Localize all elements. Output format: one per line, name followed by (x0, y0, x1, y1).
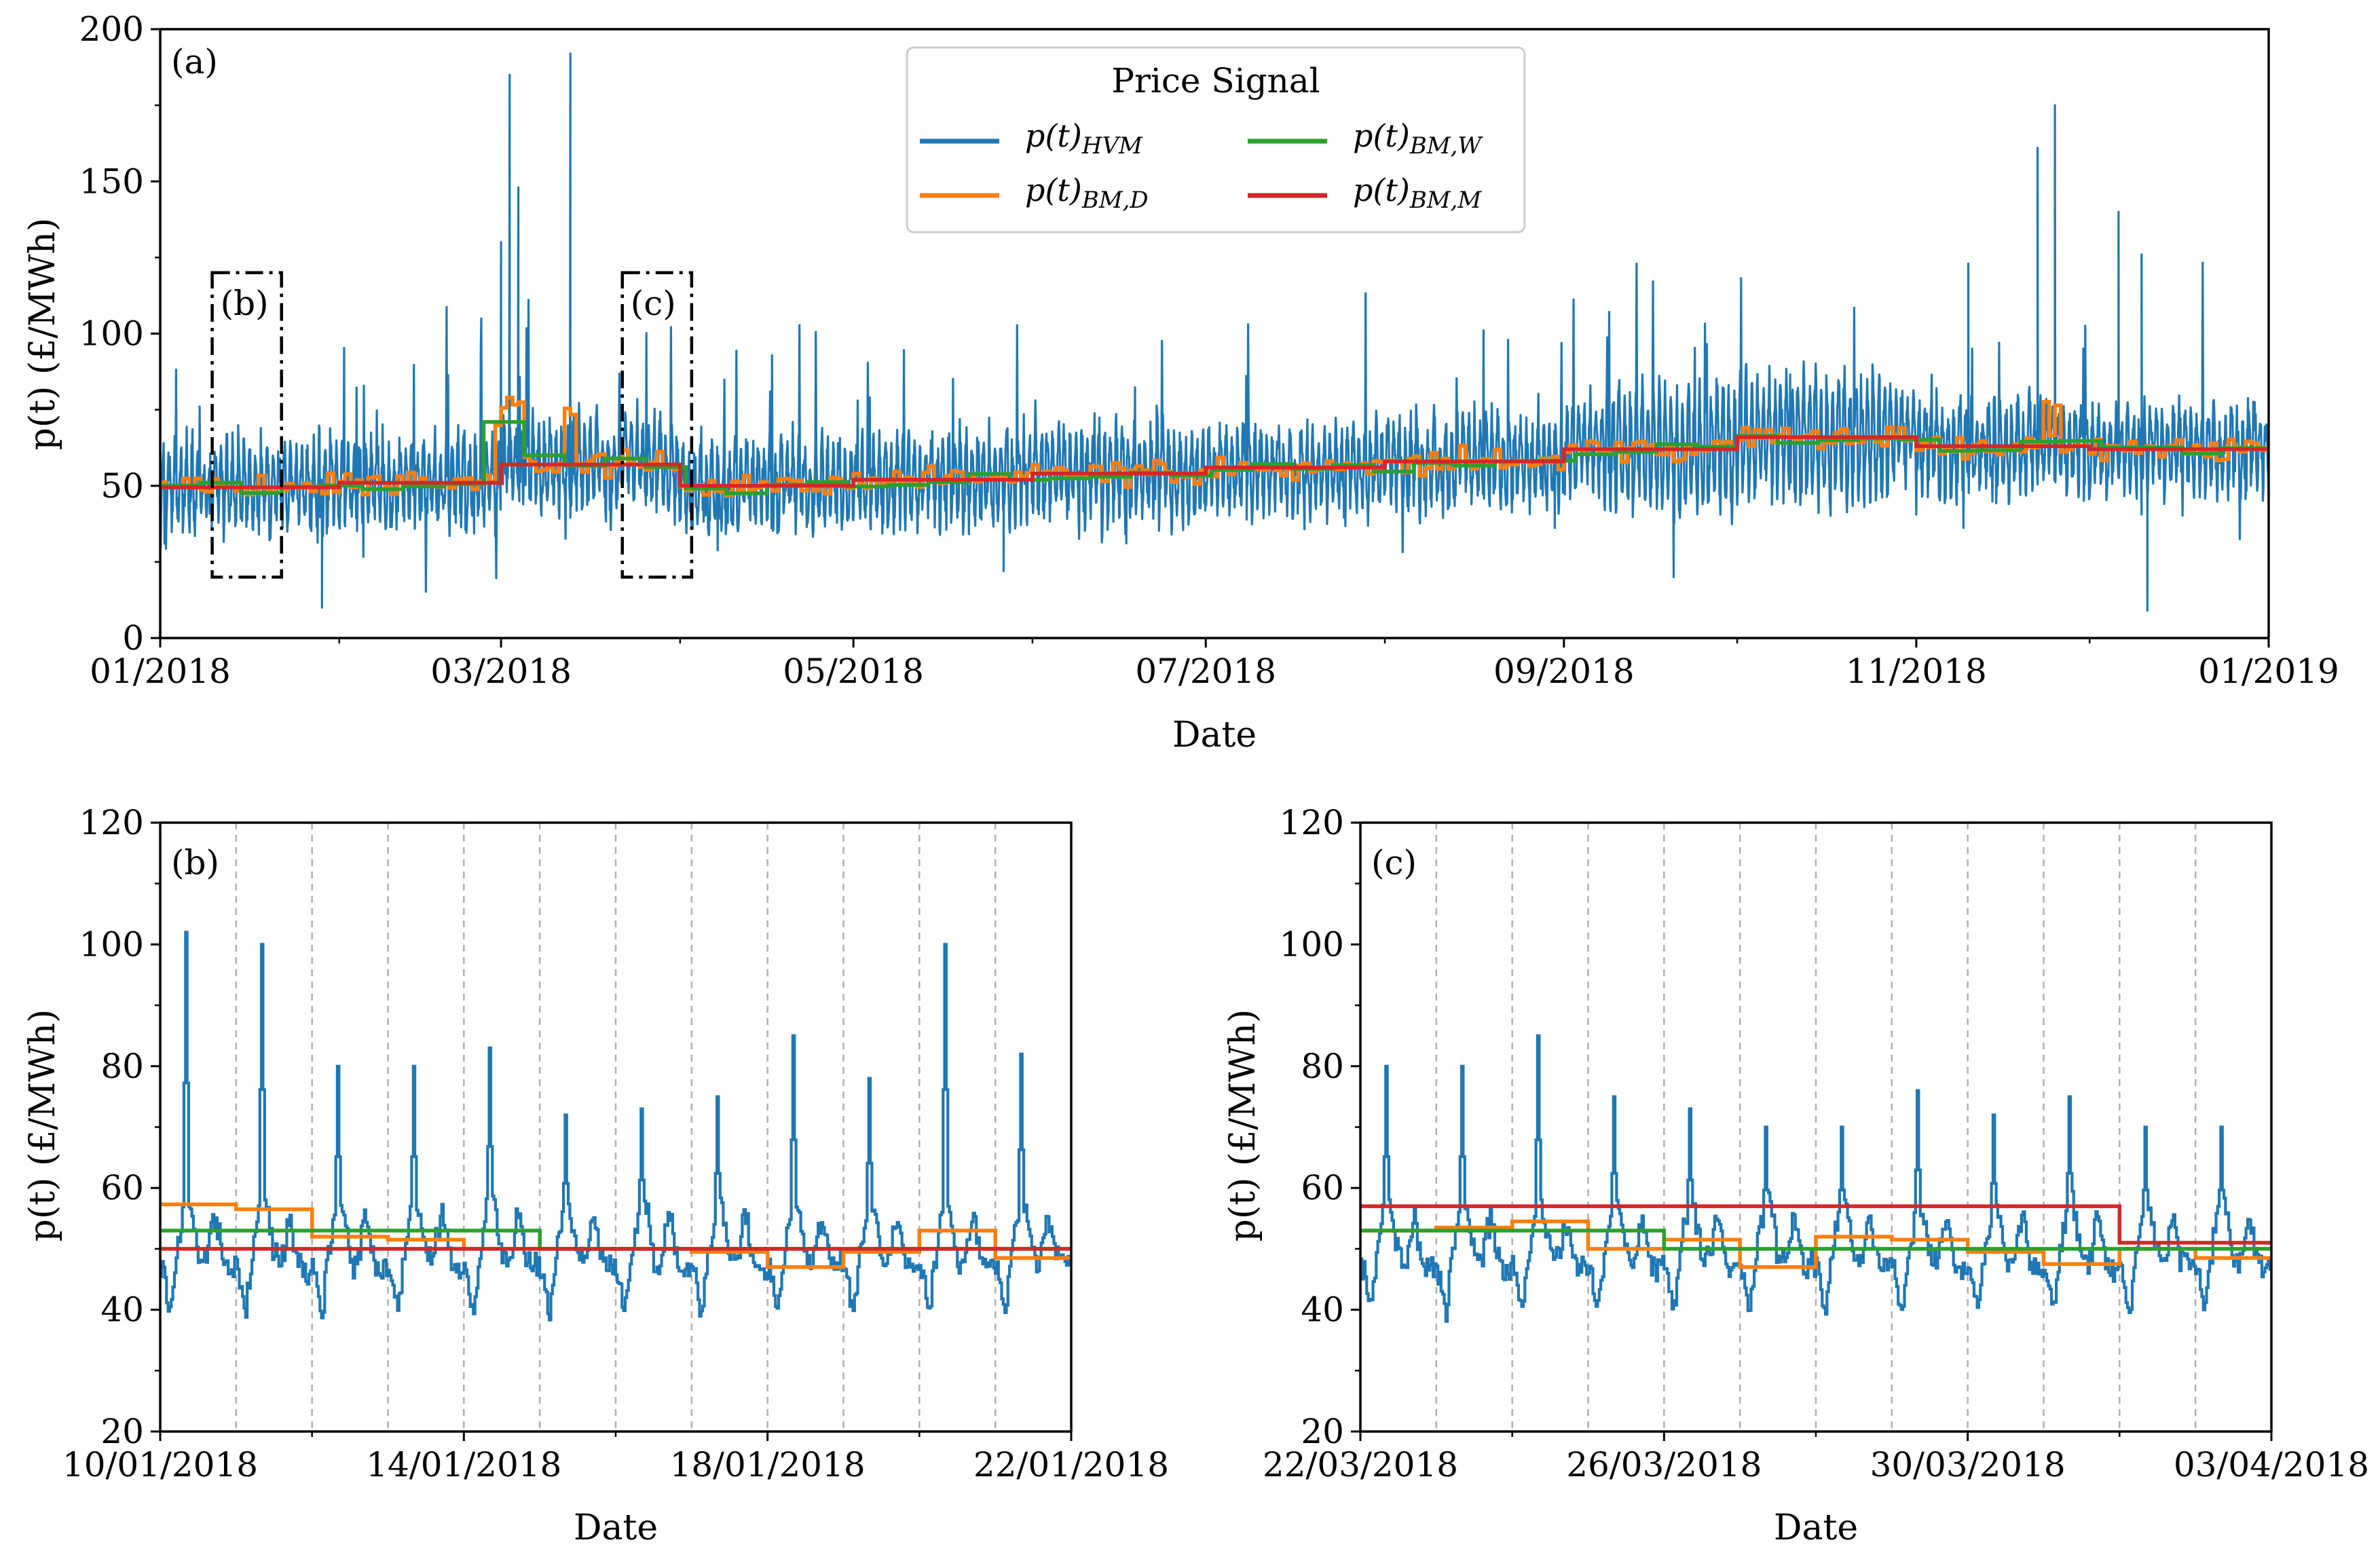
panel-c-xtick-label: 03/04/2018 (2174, 1445, 2369, 1484)
panel-a-xtick-label: 01/2019 (2198, 652, 2339, 691)
legend-label-bmd: p(t)BM,D (1025, 172, 1149, 214)
panel-a-ytick-label: 100 (79, 314, 144, 354)
panel-a-xtick-label: 07/2018 (1135, 652, 1276, 691)
panel-c-tag: (c) (1371, 843, 1417, 882)
panel-a-ytick-label: 50 (100, 466, 144, 506)
legend: Price Signal p(t)HVM p(t)BM,W p(t)BM,D p… (906, 46, 1526, 233)
panel-b-ylabel: p(t) (£/MWh) (22, 1009, 63, 1242)
legend-label-hvm: p(t)HVM (1025, 117, 1143, 160)
panel-c-ylabel: p(t) (£/MWh) (1223, 1009, 1263, 1242)
panel-b-xtick-label: 14/01/2018 (366, 1445, 561, 1484)
legend-item-bmm: p(t)BM,M (1248, 172, 1482, 214)
panel-c-ytick-label: 100 (1280, 924, 1344, 964)
panel-b-xlabel: Date (574, 1508, 658, 1548)
panel-a-xtick-label: 05/2018 (783, 652, 924, 691)
panel-c-ytick-label: 80 (1301, 1047, 1344, 1086)
panel-a-xtick-label: 09/2018 (1493, 652, 1635, 691)
panel-c: 20 40 60 80 100 120 22/03/2018 26/03/2018 30/03/… (1223, 803, 2369, 1548)
panel-c-ytick-label: 120 (1280, 803, 1344, 842)
panel-a-ytick-label: 200 (79, 10, 144, 49)
series-line-bmw (1360, 1229, 2271, 1251)
panel-a-xtick-label: 01/2018 (90, 652, 231, 691)
panel-a-ylabel: p(t) (£/MWh) (22, 218, 63, 451)
legend-item-hvm: p(t)HVM (920, 117, 1143, 160)
series-line-hvm (160, 931, 1071, 1322)
panel-c-xtick-label: 30/03/2018 (1870, 1445, 2066, 1484)
panel-b-plot-area (160, 823, 1071, 1432)
legend-label-bmm: p(t)BM,M (1353, 172, 1482, 214)
panel-b-ytick-label: 100 (79, 924, 144, 964)
panel-b-tag: (b) (171, 843, 219, 882)
panel-b-ytick-label: 120 (79, 803, 144, 842)
series-line-bmm (1360, 1204, 2271, 1245)
legend-item-bmw: p(t)BM,W (1248, 117, 1483, 160)
panel-c-xtick-label: 26/03/2018 (1566, 1445, 1762, 1484)
panel-c-xlabel: Date (1774, 1508, 1858, 1548)
panel-c-ytick-label: 40 (1301, 1290, 1344, 1330)
panel-a: (b) (c) 0 50 100 150 200 01/2018 03/2018 05/2018… (22, 10, 2339, 755)
panel-a-xtick-label: 03/2018 (430, 652, 572, 691)
panel-b-xtick-label: 10/01/2018 (62, 1445, 258, 1484)
panel-b-ytick-label: 20 (100, 1412, 144, 1451)
panel-a-plot-area: (b) (c) (159, 52, 2270, 612)
panel-b-xtick-label: 18/01/2018 (670, 1445, 866, 1484)
legend-item-bmd: p(t)BM,D (920, 172, 1149, 214)
series-line-bmm (160, 435, 2269, 489)
panel-b-ytick-label: 60 (100, 1168, 144, 1208)
zoom-box-label: (c) (631, 284, 676, 323)
panel-b-ytick-label: 40 (100, 1290, 144, 1330)
panel-c-plot-area (1360, 823, 2271, 1432)
panel-a-ytick-label: 0 (122, 618, 144, 658)
panel-a-xtick-label: 11/2018 (1846, 652, 1987, 691)
panel-c-ytick-label: 60 (1301, 1168, 1344, 1208)
zoom-box-c (620, 271, 694, 579)
panel-a-axes: 0 50 100 150 200 01/2018 03/2018 05/2018 07/2018… (79, 10, 2339, 691)
panel-a-xlabel: Date (1172, 715, 1257, 755)
panel-c-ytick-label: 20 (1301, 1412, 1344, 1451)
panel-b-axes: 20 40 60 80 100 120 10/01/2018 14/01/2018 18/01/… (62, 803, 1169, 1484)
panel-c-axes: 20 40 60 80 100 120 22/03/2018 26/03/2018 30/03/… (1263, 803, 2369, 1484)
legend-title: Price Signal (1111, 61, 1320, 100)
panel-b-xtick-label: 22/01/2018 (973, 1445, 1169, 1484)
series-line-bmd (1360, 1219, 2271, 1269)
panel-b: 20 40 60 80 100 120 10/01/2018 14/01/2018 18/01/… (22, 803, 1169, 1548)
panel-b-ytick-label: 80 (100, 1047, 144, 1086)
panel-a-ytick-label: 150 (79, 162, 144, 201)
panel-c-xtick-label: 22/03/2018 (1263, 1445, 1458, 1484)
series-line-hvm (159, 52, 2270, 612)
legend-label-bmw: p(t)BM,W (1353, 117, 1483, 160)
zoom-box-b (210, 271, 283, 579)
panel-a-tag: (a) (171, 42, 218, 81)
zoom-box-label: (b) (221, 284, 269, 323)
legend-frame (906, 46, 1526, 233)
